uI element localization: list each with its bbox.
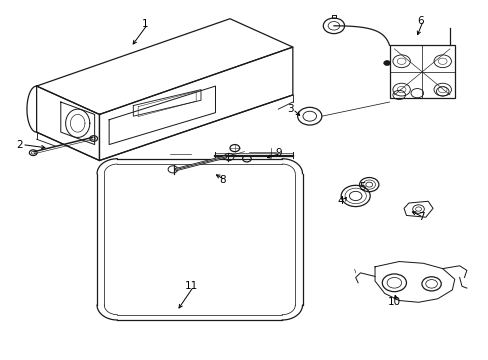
Text: 10: 10 [387,297,400,307]
Text: 8: 8 [219,175,225,185]
Text: 4: 4 [337,196,344,206]
Text: 9: 9 [274,148,281,158]
Text: 1: 1 [142,19,148,29]
Text: 11: 11 [184,281,198,291]
Text: 2: 2 [17,140,23,149]
Circle shape [383,60,390,66]
Text: 3: 3 [286,104,293,114]
Text: 7: 7 [417,212,424,222]
Text: 5: 5 [359,182,366,192]
Text: 6: 6 [417,15,424,26]
